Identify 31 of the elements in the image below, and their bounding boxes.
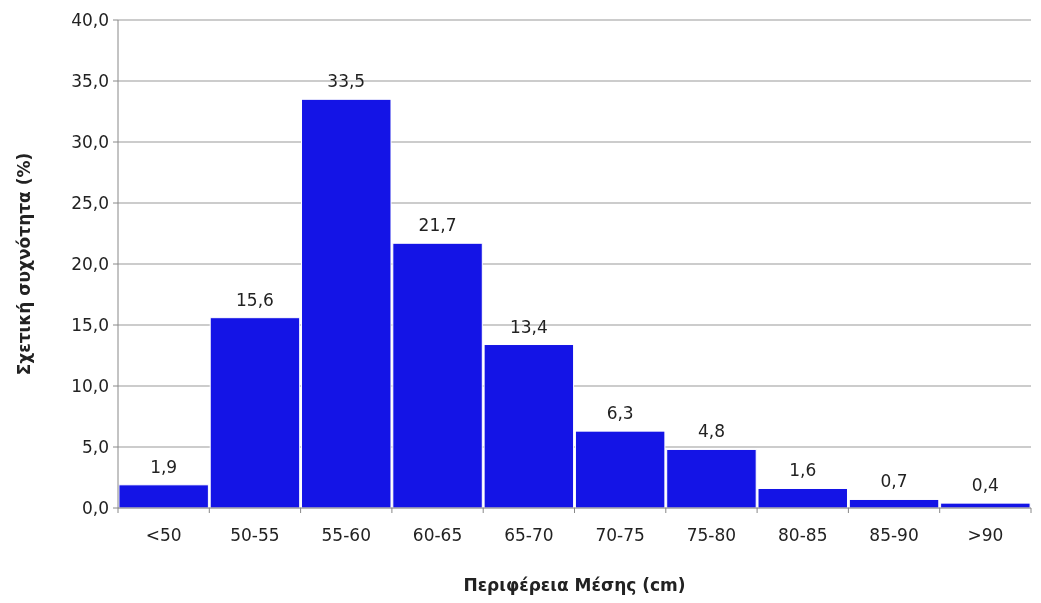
y-tick-label: 20,0 (71, 253, 109, 274)
x-tick-label: 70-75 (595, 525, 645, 545)
y-tick-label: 10,0 (71, 375, 109, 396)
data-label: 1,6 (789, 460, 817, 481)
y-tick-label: 5,0 (81, 436, 109, 457)
x-tick-label: 55-60 (321, 525, 371, 545)
y-tick-label: 40,0 (71, 9, 109, 30)
x-tick-label: 85-90 (869, 525, 919, 545)
y-tick-label: 15,0 (71, 314, 109, 335)
data-label: 0,4 (971, 475, 999, 496)
data-label: 15,6 (236, 289, 274, 310)
x-tick-label: 60-65 (412, 525, 463, 545)
y-tick-label: 25,0 (71, 192, 109, 213)
x-tick-label: <50 (145, 525, 182, 545)
y-tick-label: 0,0 (81, 497, 109, 518)
x-axis-title: Περιφέρεια Μέσης (cm) (463, 575, 686, 595)
y-tick-label: 30,0 (71, 131, 109, 152)
y-tick-label: 35,0 (71, 70, 109, 91)
data-label: 1,9 (150, 456, 178, 477)
data-label: 21,7 (418, 215, 457, 236)
data-label: 4,8 (697, 421, 725, 442)
x-tick-label: >90 (967, 525, 1004, 545)
data-label: 33,5 (327, 71, 366, 92)
x-tick-label: 50-55 (230, 525, 280, 545)
data-label: 0,7 (880, 471, 908, 492)
data-label: 6,3 (606, 403, 634, 424)
x-tick-label: 80-85 (778, 525, 828, 545)
x-tick-label: 65-70 (504, 525, 554, 545)
data-label: 13,4 (509, 316, 548, 337)
y-axis-title: Σχετική συχνότητα (%) (14, 152, 34, 376)
x-tick-label: 75-80 (686, 525, 737, 545)
